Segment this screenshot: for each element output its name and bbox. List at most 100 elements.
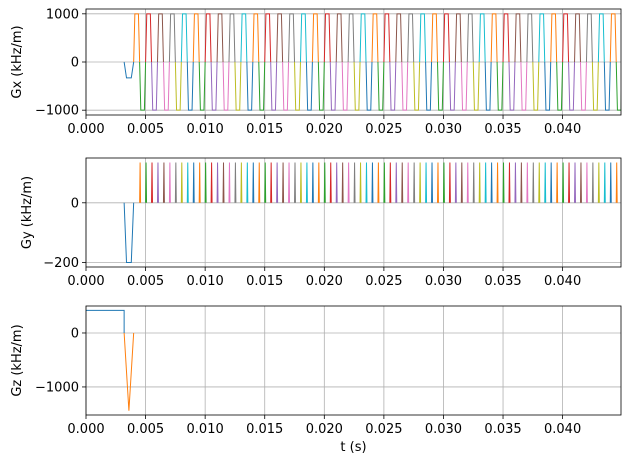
- gx-readout-lobe-trace: [591, 61, 599, 111]
- gx-readout-lobe-trace: [276, 13, 284, 63]
- gx-readout-lobe-trace: [526, 13, 534, 63]
- gy-blip-trace: [371, 162, 374, 203]
- gx-readout-lobe-trace: [520, 61, 528, 111]
- gx-readout-lobe-trace: [145, 13, 153, 63]
- gx-readout-lobe-trace: [204, 13, 212, 63]
- gy-blip-trace: [216, 162, 219, 203]
- gx-readout-lobe-trace: [377, 61, 385, 111]
- gx-readout-lobe-trace: [192, 13, 200, 63]
- gy-blip-trace: [472, 162, 475, 203]
- gy-blip-trace: [550, 162, 553, 203]
- gy-blip-trace: [377, 162, 380, 203]
- gy-blip-trace: [574, 162, 576, 203]
- x-tick-label: 0.020: [306, 422, 343, 437]
- gy-blip-trace: [329, 162, 332, 203]
- gx-readout-lobe-trace: [466, 13, 474, 63]
- gx-readout-lobe-trace: [544, 61, 552, 111]
- gy-blip-trace: [323, 162, 326, 203]
- x-tick-label: 0.010: [187, 274, 224, 289]
- gy-blip-trace: [365, 162, 368, 203]
- gx-readout-lobe-trace: [383, 13, 391, 63]
- gy-blip-trace: [311, 162, 314, 203]
- gy-blip-trace: [389, 162, 392, 203]
- gx-readout-lobe-trace: [246, 61, 254, 111]
- y-tick-label: −200: [43, 256, 79, 271]
- gx-readout-lobe-trace: [508, 61, 516, 111]
- gy-blip-trace: [347, 162, 350, 203]
- gx-readout-lobe-trace: [353, 61, 361, 111]
- subplot-2: 0.000 0.005 0.010 0.015 0.020 0.025 0.030 0.035…: [20, 157, 622, 289]
- gx-readout-lobe-trace: [139, 61, 147, 111]
- x-tick-label: 0.020: [306, 274, 343, 289]
- gx-readout-lobe-trace: [538, 13, 546, 63]
- gx-readout-lobe-trace: [222, 61, 230, 111]
- gy-blip-trace: [139, 162, 142, 203]
- gx-readout-lobe-trace: [180, 13, 188, 63]
- gy-blip-trace: [162, 162, 165, 203]
- gy-blip-trace: [585, 162, 588, 203]
- gx-readout-lobe-trace: [299, 13, 307, 63]
- subplot-3: 0.000 0.005 0.010 0.015 0.020 0.025 0.030 0.035…: [10, 305, 622, 455]
- gy-blip-trace: [508, 162, 511, 203]
- gy-blip-trace: [454, 162, 457, 203]
- gy-blip-trace: [198, 162, 201, 203]
- gy-blip-trace: [395, 162, 398, 203]
- gy-blip-trace: [413, 162, 416, 203]
- gy-blip-trace: [305, 162, 308, 203]
- gx-readout-lobe-trace: [568, 61, 576, 111]
- axes-frame: [85, 305, 622, 416]
- gx-readout-lobe-trace: [579, 61, 587, 111]
- gx-readout-lobe-trace: [186, 61, 194, 111]
- gx-readout-lobe-trace: [323, 13, 331, 63]
- x-tick-label: 0.030: [425, 122, 462, 137]
- gy-blip-trace: [288, 162, 291, 203]
- gx-readout-lobe-trace: [502, 13, 510, 63]
- gy-blip-trace: [240, 162, 243, 203]
- gy-blip-trace: [186, 162, 189, 203]
- x-tick-label: 0.040: [544, 122, 581, 137]
- gx-readout-lobe-trace: [210, 61, 218, 111]
- gy-blip-trace: [341, 162, 344, 203]
- y-tick-label: −1000: [35, 380, 79, 395]
- gx-readout-lobe-trace: [460, 61, 468, 111]
- x-tick-label: 0.000: [67, 422, 104, 437]
- gx-readout-lobe-trace: [407, 13, 415, 63]
- traces: [86, 309, 135, 411]
- gx-readout-lobe-trace: [341, 61, 349, 111]
- gy-blip-trace: [407, 162, 410, 203]
- gx-readout-lobe-trace: [472, 61, 480, 111]
- gy-blip-trace: [568, 162, 571, 203]
- gy-blip-trace: [151, 162, 153, 203]
- x-tick-label: 0.000: [67, 274, 104, 289]
- gx-readout-lobe-trace: [550, 13, 558, 63]
- gx-readout-lobe-trace: [454, 13, 462, 63]
- grid-lines: [85, 158, 621, 267]
- x-tick-label: 0.030: [425, 422, 462, 437]
- gy-blip-trace: [609, 162, 612, 203]
- gx-readout-lobe-trace: [234, 61, 242, 111]
- gy-blip-trace: [383, 162, 386, 203]
- x-tick-label: 0.010: [187, 422, 224, 437]
- gx-readout-lobe-trace: [329, 61, 337, 111]
- gy-blip-trace: [299, 162, 302, 203]
- gx-readout-lobe-trace: [359, 13, 367, 63]
- gx-readout-lobe-trace: [168, 13, 176, 63]
- gy-blip-trace: [437, 162, 439, 203]
- x-tick-label: 0.010: [187, 122, 224, 137]
- gx-readout-lobe-trace: [431, 13, 438, 63]
- gy-blip-trace: [502, 162, 505, 203]
- y-tick-label: 0: [71, 56, 79, 71]
- x-tick-label: 0.035: [484, 274, 521, 289]
- gx-readout-lobe-trace: [174, 61, 182, 111]
- gx-readout-lobe-trace: [294, 61, 301, 111]
- gx-readout-lobe-trace: [252, 13, 260, 63]
- gx-readout-lobe-trace: [401, 61, 409, 111]
- x-tick-label: 0.035: [484, 422, 521, 437]
- x-tick-label: 0.025: [365, 422, 402, 437]
- gx-readout-lobe-trace: [413, 61, 421, 111]
- y-axis-label: Gz (kHz/m): [10, 324, 25, 396]
- gx-readout-lobe-trace: [198, 61, 206, 111]
- x-axis-label: t (s): [340, 440, 366, 455]
- gy-blip-trace: [419, 162, 422, 203]
